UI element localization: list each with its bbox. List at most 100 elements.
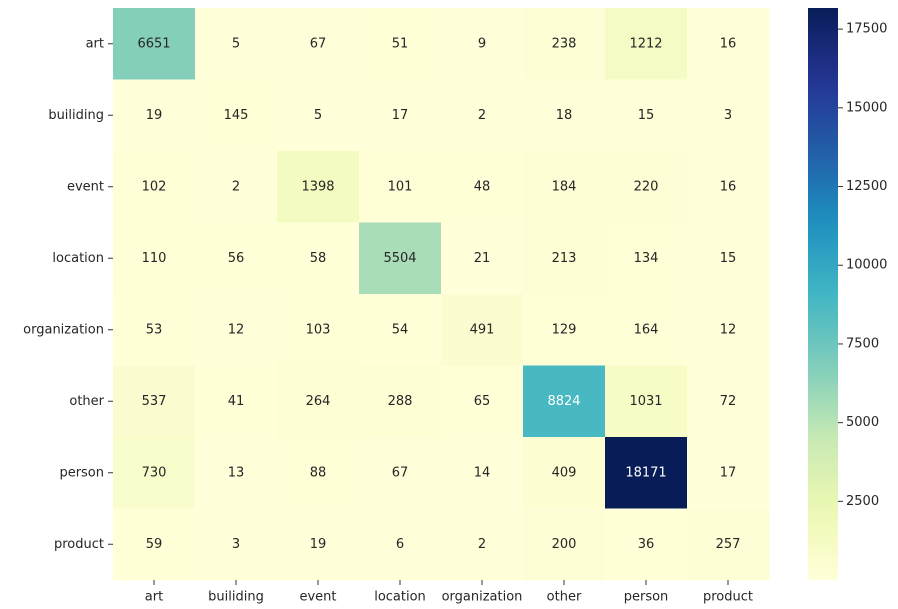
colorbar-tick-label: 12500 — [846, 179, 887, 194]
heatmap-cell — [441, 222, 524, 295]
heatmap-cell — [113, 365, 196, 438]
x-tick-label: art — [145, 590, 163, 605]
cell-label: 56 — [228, 251, 245, 266]
colorbar-tick-label: 7500 — [846, 336, 879, 351]
cell-label: 12 — [228, 322, 245, 337]
cell-label: 2 — [232, 179, 240, 194]
x-tick-label: builiding — [208, 590, 264, 605]
cell-label: 2 — [478, 537, 486, 552]
cell-label: 145 — [224, 108, 249, 123]
cell-label: 9 — [478, 36, 486, 51]
heatmap-cell — [113, 508, 196, 581]
heatmap-cell — [441, 151, 524, 223]
heatmap-cell — [277, 79, 360, 152]
heatmap-cell — [441, 508, 524, 581]
cell-label: 134 — [634, 251, 659, 266]
heatmap-cell — [195, 79, 278, 152]
heatmap-cell — [195, 222, 278, 295]
cell-label: 164 — [634, 322, 659, 337]
cell-label: 6 — [396, 537, 404, 552]
cell-label: 17 — [720, 465, 737, 480]
heatmap-cell — [359, 294, 442, 366]
heatmap-cell — [441, 294, 524, 366]
heatmap-cell — [359, 508, 442, 581]
cell-label: 238 — [552, 36, 577, 51]
cell-label: 21 — [474, 251, 491, 266]
heatmap-cell — [359, 151, 442, 223]
heatmap-cell — [195, 8, 278, 80]
heatmap-cell — [605, 437, 688, 509]
cell-label: 18171 — [625, 465, 666, 480]
cell-label: 58 — [310, 251, 327, 266]
cell-label: 264 — [306, 394, 331, 409]
heatmap-cell — [523, 437, 606, 509]
cell-label: 409 — [552, 465, 577, 480]
heatmap-cell — [605, 79, 688, 152]
heatmap-cell — [359, 222, 442, 295]
cell-label: 48 — [474, 179, 491, 194]
cell-label: 110 — [142, 251, 167, 266]
heatmap-cell — [687, 222, 770, 295]
y-tick-label: location — [52, 251, 104, 266]
heatmap-cell — [359, 79, 442, 152]
cell-label: 1212 — [629, 36, 662, 51]
cell-label: 36 — [638, 537, 655, 552]
heatmap-cell — [359, 8, 442, 80]
heatmap-cell — [523, 365, 606, 438]
cell-label: 54 — [392, 322, 409, 337]
cell-label: 200 — [552, 537, 577, 552]
cell-label: 8824 — [547, 394, 580, 409]
cell-label: 3 — [724, 108, 732, 123]
heatmap-cell — [441, 437, 524, 509]
cell-label: 103 — [306, 322, 331, 337]
cell-label: 19 — [310, 537, 327, 552]
heatmap-cell — [523, 508, 606, 581]
x-tick-label: organization — [442, 590, 523, 605]
heatmap-cell — [113, 151, 196, 223]
heatmap-cell — [605, 294, 688, 366]
heatmap-cell — [441, 365, 524, 438]
cell-label: 491 — [470, 322, 495, 337]
cell-label: 13 — [228, 465, 245, 480]
y-tick-label: organization — [23, 322, 104, 337]
heatmap-cell — [113, 294, 196, 366]
cell-label: 730 — [142, 465, 167, 480]
cell-label: 102 — [142, 179, 167, 194]
heatmap-cell — [113, 437, 196, 509]
cell-label: 1031 — [629, 394, 662, 409]
heatmap-cell — [523, 8, 606, 80]
cell-label: 41 — [228, 394, 245, 409]
heatmap-cell — [687, 508, 770, 581]
heatmap-cell — [687, 294, 770, 366]
heatmap-cell — [195, 294, 278, 366]
cell-label: 537 — [142, 394, 167, 409]
colorbar-tick-label: 2500 — [846, 494, 879, 509]
colorbar — [808, 8, 838, 580]
cell-label: 12 — [720, 322, 737, 337]
cell-label: 19 — [146, 108, 163, 123]
y-tick-label: person — [59, 465, 104, 480]
heatmap-cell — [277, 508, 360, 581]
cell-label: 59 — [146, 537, 163, 552]
y-tick-label: art — [86, 36, 104, 51]
y-tick-label: event — [67, 179, 104, 194]
heatmap-cell — [113, 8, 196, 80]
cell-label: 1398 — [301, 179, 334, 194]
cell-label: 14 — [474, 465, 491, 480]
cell-label: 6651 — [137, 36, 170, 51]
x-tick-label: event — [299, 590, 336, 605]
heatmap-cell — [687, 79, 770, 152]
cell-label: 51 — [392, 36, 409, 51]
cell-label: 2 — [478, 108, 486, 123]
cell-label: 88 — [310, 465, 327, 480]
heatmap-cell — [195, 365, 278, 438]
heatmap-cell — [605, 8, 688, 80]
x-tick-label: product — [703, 590, 753, 605]
heatmap-cell — [687, 8, 770, 80]
heatmap-cell — [523, 79, 606, 152]
cell-label: 53 — [146, 322, 163, 337]
heatmap-cell — [605, 508, 688, 581]
cell-label: 3 — [232, 537, 240, 552]
heatmap-cell — [523, 151, 606, 223]
